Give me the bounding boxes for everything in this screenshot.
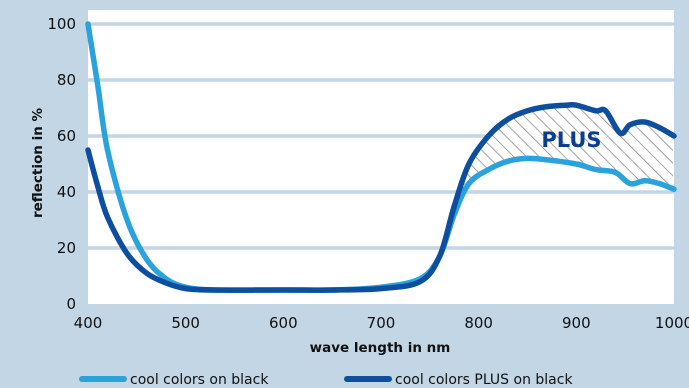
y-axis-label: reflection in % <box>30 107 46 218</box>
x-tick-label: 400 <box>74 314 103 332</box>
x-axis-label: wave length in nm <box>310 340 451 356</box>
x-tick-label: 900 <box>562 314 591 332</box>
y-tick-labels: 0 20 40 60 80 100 <box>47 15 76 313</box>
x-tick-label: 700 <box>367 314 396 332</box>
x-tick-label: 500 <box>171 314 200 332</box>
y-tick-label: 100 <box>47 15 76 33</box>
legend: cool colors on black cool colors PLUS on … <box>79 372 573 388</box>
y-tick-label: 60 <box>57 127 76 145</box>
x-tick-label: 600 <box>269 314 298 332</box>
y-tick-label: 20 <box>57 239 76 257</box>
x-tick-label: 1000 <box>655 314 689 332</box>
plus-annotation: PLUS <box>541 128 601 152</box>
x-tick-labels: 400 500 600 700 800 900 1000 <box>74 314 689 332</box>
y-tick-label: 80 <box>57 71 76 89</box>
y-tick-label: 0 <box>66 295 76 313</box>
legend-label: cool colors on black <box>130 372 269 388</box>
x-tick-label: 800 <box>464 314 493 332</box>
series-line-2 <box>85 102 677 293</box>
y-tick-label: 40 <box>57 183 76 201</box>
legend-label: cool colors PLUS on black <box>395 372 573 388</box>
